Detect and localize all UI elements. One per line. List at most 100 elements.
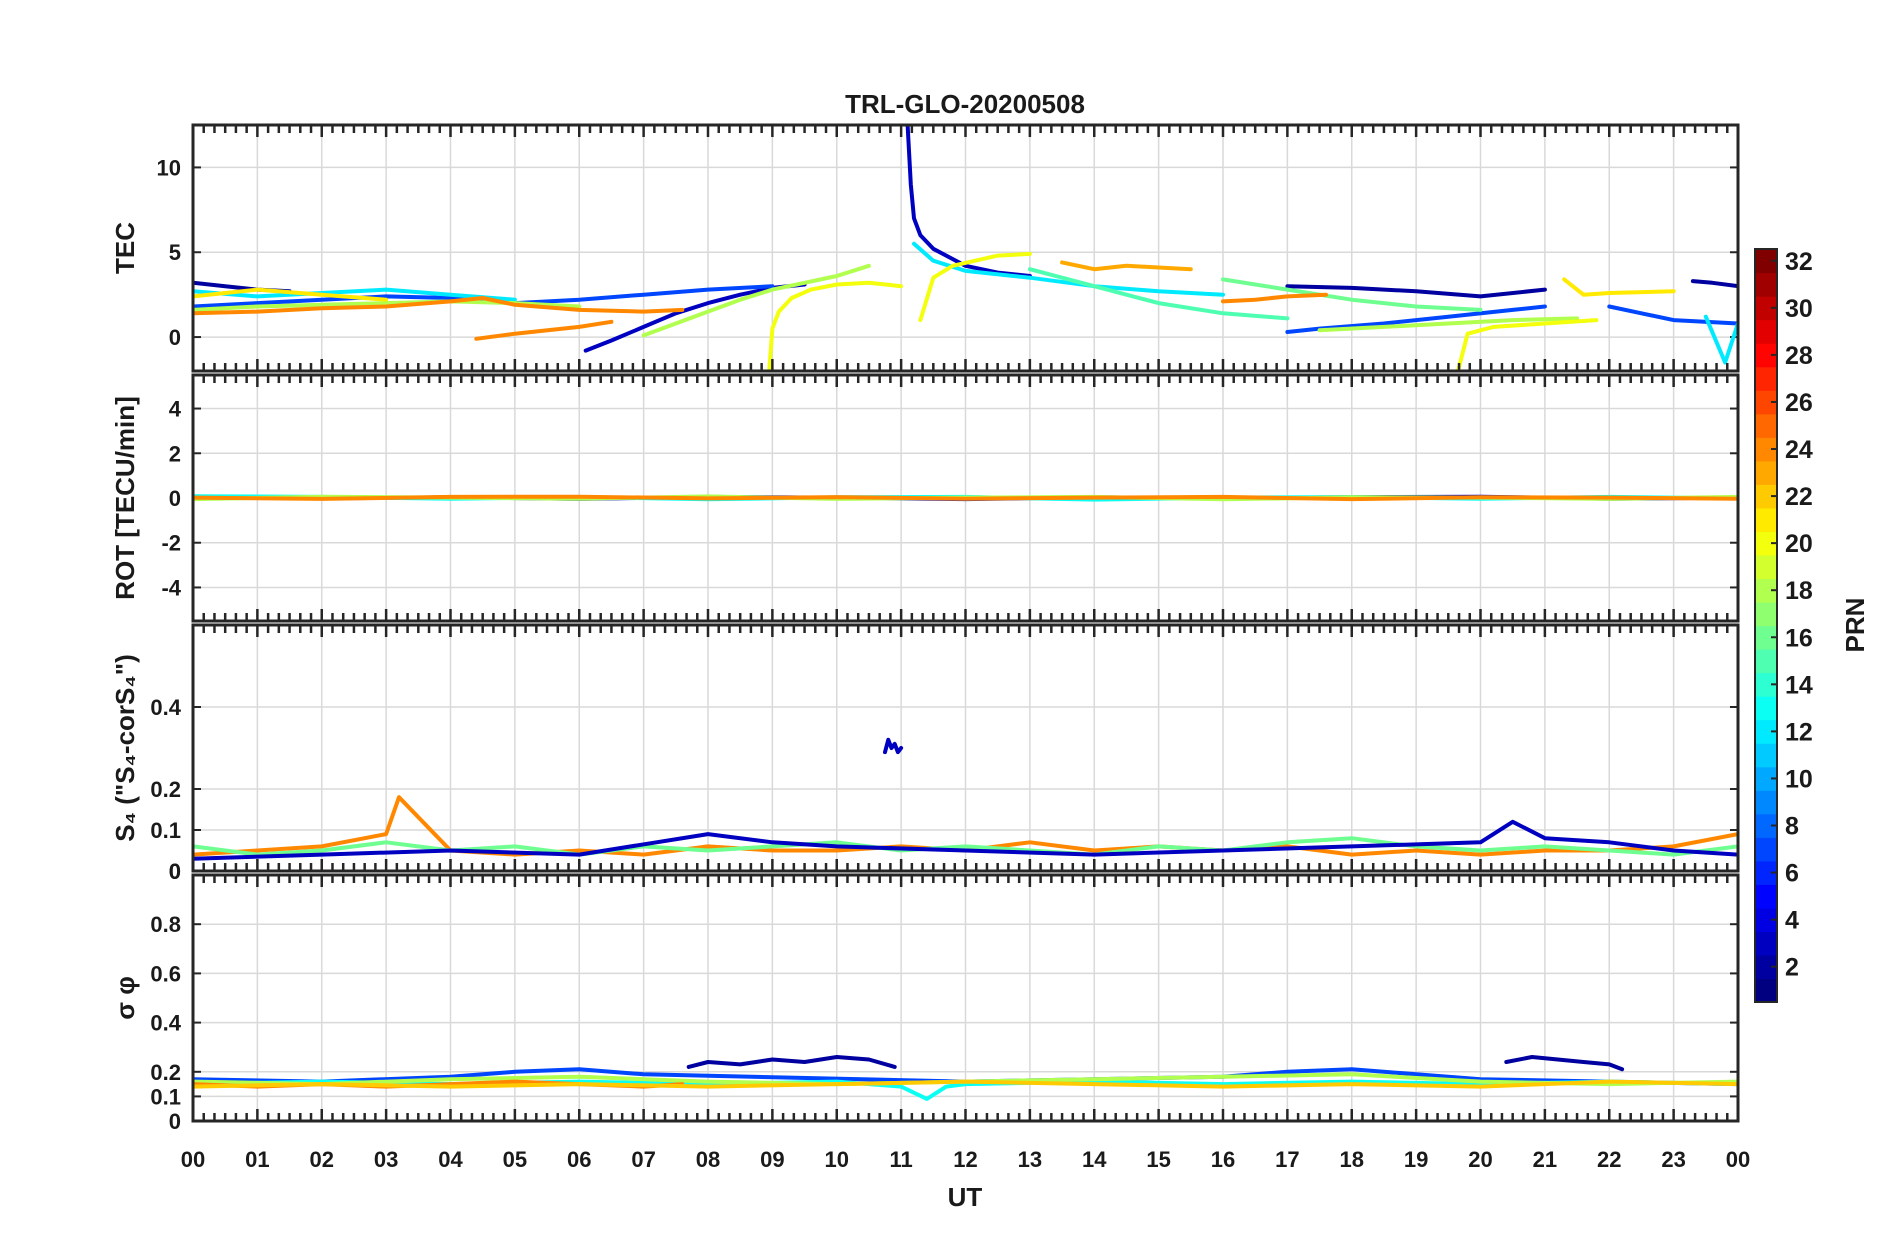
x-tick-label: 21 [1533,1147,1557,1172]
panel-tec-ylabel: TEC [110,222,140,274]
colorbar-segment [1755,601,1777,627]
colorbar-segment [1755,672,1777,697]
series-prn-2 [1285,284,1547,299]
x-tick-label: 01 [245,1147,269,1172]
series-prn-3 [193,819,1738,861]
colorbar-segment [1755,719,1777,744]
y-tick-label: 5 [169,240,181,265]
colorbar-tick-label: 6 [1785,860,1799,888]
x-tick-label: 02 [310,1147,334,1172]
x-tick-label: 10 [825,1147,849,1172]
colorbar-segment [1755,860,1777,885]
panel-s4-ylabel: S₄ ("S₄-corS₄") [110,654,140,842]
x-tick-label: 16 [1211,1147,1235,1172]
colorbar-segment [1755,907,1777,933]
colorbar-segment [1755,625,1777,650]
x-tick-label: 22 [1597,1147,1621,1172]
chart-title: TRL-GLO-20200508 [845,89,1085,119]
colorbar-segment [1755,460,1777,485]
panel-rot-series [193,494,1738,502]
y-tick-label: 0.4 [150,695,181,720]
panel-tec-frame [191,123,1740,373]
panel-s4-series [193,737,1738,861]
x-tick-label: 06 [567,1147,591,1172]
colorbar-segment [1755,272,1777,297]
colorbar-tick-label: 8 [1785,813,1799,841]
x-tick-label: 07 [631,1147,655,1172]
x-tick-label: 19 [1404,1147,1428,1172]
colorbar-segment [1755,437,1777,462]
series-prn-3 [583,282,807,353]
series-prn-20 [1456,318,1599,371]
x-tick-label: 12 [953,1147,977,1172]
x-tick-label: 15 [1146,1147,1170,1172]
y-tick-label: 0.2 [150,777,181,802]
colorbar-segment [1755,554,1777,580]
colorbar-segment [1755,249,1777,274]
y-tick-label: 0 [169,325,181,350]
colorbar-tick-label: 4 [1785,907,1799,935]
panel-tec: 0 5 10 TEC [110,123,1740,373]
x-tick-label: 23 [1661,1147,1685,1172]
colorbar-segment [1755,484,1777,509]
y-tick-label: 0 [169,486,181,511]
colorbar-segment [1755,319,1777,344]
x-tick-label: 05 [503,1147,527,1172]
series-prn-18 [1317,316,1580,333]
colorbar-segment [1755,884,1777,909]
colorbar-segment [1755,578,1777,603]
series-prn-24 [1221,292,1328,304]
colorbar-segment [1755,954,1777,980]
x-tick-label: 04 [438,1147,463,1172]
series-prn-16 [1221,277,1483,312]
x-axis-label: UT [948,1182,983,1212]
series-prn-12 [912,241,1225,297]
colorbar-segment [1755,413,1777,438]
colorbar-segment [1755,531,1777,556]
series-prn-12 [193,287,517,302]
y-tick-label: 0 [169,859,181,884]
colorbar-segment [1755,696,1777,721]
colorbar-tick-label: 2 [1785,954,1799,982]
colorbar-segment [1755,931,1777,956]
series-prn-20 [918,251,1032,323]
colorbar-segment [1755,837,1777,862]
colorbar-tick-label: 16 [1785,624,1813,652]
colorbar-segment [1755,343,1777,368]
y-tick-label: -4 [161,575,181,600]
series-prn-2 [1690,279,1738,289]
x-tick-label: 00 [1726,1147,1750,1172]
series-prn-24 [474,319,614,341]
series-prn-15 [1027,267,1290,321]
colorbar-tick-label: 30 [1785,295,1813,323]
y-tick-label: 10 [157,155,181,180]
x-axis: 00 01 02 03 04 05 06 07 08 09 10 11 12 13 14 15 16 17 18 19… [181,1147,1750,1172]
colorbar-segment [1755,978,1777,1003]
x-tick-label: 08 [696,1147,720,1172]
series-prn-3 [883,737,904,755]
y-tick-label: 0.1 [150,818,181,843]
series-prn-24 [193,296,685,316]
panel-sigma-frame [191,873,1740,1123]
colorbar-segment [1755,813,1777,838]
y-tick-label: 4 [169,397,182,422]
series-prn-12 [1703,314,1738,365]
panel-rot-ylabel: ROT [TECU/min] [110,396,140,600]
colorbar-segment [1755,766,1777,791]
colorbar-tick-label: 14 [1785,671,1813,699]
colorbar-segment [1755,507,1777,532]
colorbar-segment [1755,743,1777,768]
series-prn-18 [641,263,871,338]
series-prn-20 [767,280,904,371]
colorbar-tick-label: 28 [1785,342,1813,370]
y-tick-label: 0.2 [150,1060,181,1085]
y-tick-label: 0.8 [150,912,181,937]
panel-sigma: 00.10.2 0.4 0.6 0.8 σ φ [110,873,1740,1134]
series-prn-21 [193,287,389,302]
y-tick-label: 0.6 [150,961,181,986]
colorbar-segment [1755,296,1777,321]
series-prn-22 [193,1079,1738,1089]
series-prn-2 [686,1055,897,1069]
